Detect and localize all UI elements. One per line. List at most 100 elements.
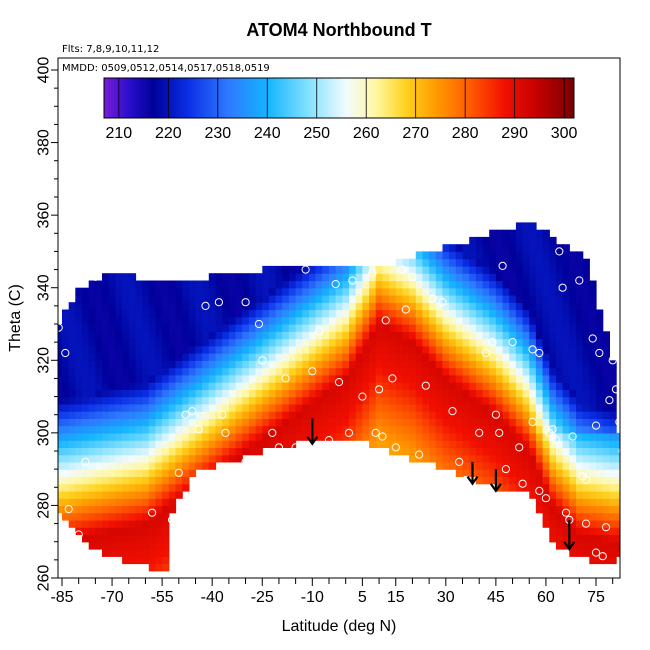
field-cell [255, 418, 263, 427]
field-cell [228, 273, 237, 282]
field-cell [362, 360, 370, 369]
field-cell [242, 273, 250, 282]
field-cell [148, 476, 157, 485]
field-cell [602, 382, 610, 390]
field-cell [589, 512, 597, 521]
field-cell [562, 338, 570, 347]
field-cell [529, 425, 537, 434]
field-cell [148, 498, 157, 507]
field-cell [469, 280, 477, 289]
field-cell [475, 316, 484, 325]
field-cell [288, 382, 297, 390]
field-cell [335, 265, 343, 274]
field-cell [58, 360, 63, 369]
field-cell [188, 295, 197, 303]
field-cell [529, 324, 537, 332]
field-cell [335, 389, 343, 398]
field-cell [108, 490, 116, 499]
tropopause-arrow [466, 461, 479, 486]
field-cell [58, 476, 63, 485]
field-cell [168, 440, 177, 448]
field-cell [222, 360, 230, 369]
field-cell [462, 382, 470, 390]
field-cell [495, 367, 504, 376]
field-cell [596, 432, 604, 441]
field-cell [188, 418, 197, 427]
field-cell [309, 403, 317, 412]
field-cell [395, 411, 404, 419]
field-cell [208, 425, 217, 434]
field-cell [475, 244, 484, 253]
field-cell [115, 345, 123, 354]
observation-point [398, 265, 407, 274]
field-cell [415, 440, 424, 448]
field-cell [455, 331, 464, 340]
field-cell [148, 534, 157, 543]
field-cell [155, 316, 163, 325]
field-cell [442, 309, 450, 318]
field-cell [262, 345, 270, 354]
field-cell [596, 382, 604, 390]
field-cell [415, 411, 424, 419]
field-cell [148, 411, 157, 419]
field-cell [75, 425, 83, 434]
field-cell [549, 534, 557, 543]
field-cell [108, 273, 116, 282]
observation-point [281, 374, 290, 383]
field-cell [489, 476, 497, 485]
field-cell [502, 251, 510, 260]
field-cell [155, 432, 163, 441]
field-cell [82, 295, 90, 303]
field-cell [75, 374, 83, 383]
field-cell [462, 411, 470, 419]
field-cell [576, 382, 584, 390]
field-cell [102, 302, 110, 311]
field-cell [475, 403, 484, 412]
field-cell [482, 236, 490, 245]
field-cell [175, 287, 183, 296]
field-cell [402, 418, 410, 427]
field-cell [102, 389, 110, 398]
field-cell [596, 461, 604, 470]
field-cell [108, 353, 116, 361]
field-cell [469, 309, 477, 318]
field-cell [282, 295, 290, 303]
field-cell [389, 367, 397, 376]
field-cell [108, 302, 116, 311]
field-cell [535, 461, 544, 470]
field-cell [449, 338, 457, 347]
field-cell [522, 360, 530, 369]
field-cell [188, 353, 197, 361]
field-cell [542, 353, 550, 361]
field-cell [155, 360, 163, 369]
field-cell [115, 338, 123, 347]
field-cell [215, 418, 223, 427]
field-cell [362, 309, 370, 318]
field-cell [482, 309, 490, 318]
field-cell [95, 490, 103, 499]
field-cell [462, 338, 470, 347]
field-cell [142, 541, 150, 550]
field-cell [616, 505, 620, 514]
field-cell [168, 316, 177, 325]
field-cell [82, 302, 90, 311]
field-cell [329, 331, 337, 340]
field-cell [422, 302, 430, 311]
field-cell [288, 302, 297, 311]
field-cell [409, 396, 417, 405]
field-cell [562, 432, 570, 441]
field-cell [68, 302, 76, 311]
field-cell [449, 440, 457, 448]
field-cell [322, 331, 330, 340]
field-cell [215, 280, 223, 289]
field-cell [322, 367, 330, 376]
field-cell [542, 403, 550, 412]
field-cell [335, 295, 343, 303]
field-cell [582, 461, 590, 470]
field-cell [235, 454, 243, 463]
observation-point [541, 494, 551, 503]
field-cell [135, 454, 143, 463]
field-cell [262, 418, 270, 427]
field-cell [422, 418, 430, 427]
field-cell [495, 331, 504, 340]
